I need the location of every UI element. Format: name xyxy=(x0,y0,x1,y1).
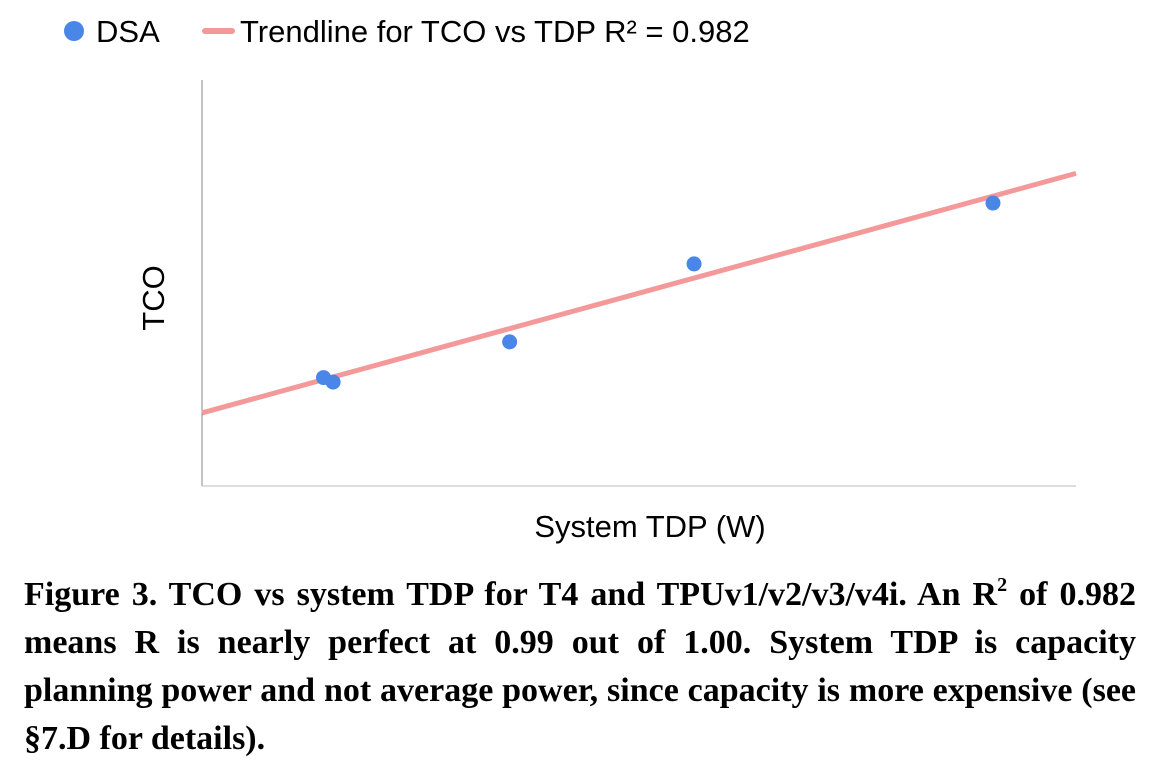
data-point-0-2 xyxy=(502,334,518,350)
figure-caption: Figure 3. TCO vs system TDP for T4 and T… xyxy=(24,571,1136,763)
y-axis-title: TCO xyxy=(136,265,171,330)
data-point-0-4 xyxy=(985,195,1001,211)
x-axis-title: System TDP (W) xyxy=(534,509,765,544)
trendline-layer xyxy=(201,170,1077,416)
trendline xyxy=(201,170,1077,416)
legend-label-dsa: DSA xyxy=(96,14,160,49)
caption-text-1: Figure 3. TCO vs system TDP for T4 and T… xyxy=(24,576,998,613)
data-point-0-3 xyxy=(686,256,702,272)
legend-label-trendline: Trendline for TCO vs TDP R² = 0.982 xyxy=(240,14,750,49)
legend: DSA Trendline for TCO vs TDP R² = 0.982 xyxy=(64,14,750,49)
caption-superscript: 2 xyxy=(997,574,1008,596)
caption-text-2: of 0.982 means R is nearly perfect at 0.… xyxy=(24,576,1137,757)
legend-marker-dsa xyxy=(64,21,84,41)
points-layer xyxy=(315,195,1001,390)
data-point-0-1 xyxy=(325,374,341,390)
chart: DSA Trendline for TCO vs TDP R² = 0.982 … xyxy=(64,14,1077,544)
